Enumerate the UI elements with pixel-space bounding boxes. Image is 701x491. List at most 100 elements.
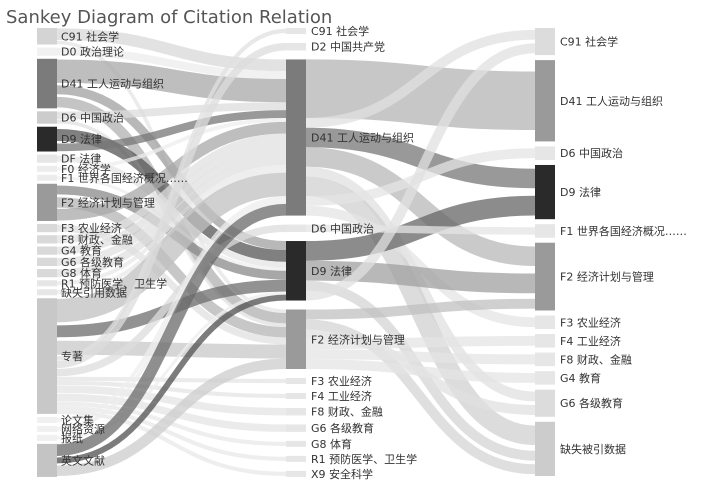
link-m_f2-to-r_miss <box>305 319 536 475</box>
link-m_f2-to-r_f4 <box>305 335 536 350</box>
node-l_d0 <box>37 47 57 56</box>
node-label-m_f2: F2 经济计划与管理 <box>311 332 405 346</box>
node-m_f3 <box>286 378 306 384</box>
node-label-m_f3: F3 农业经济 <box>311 374 372 388</box>
node-label-r_miss: 缺失被引数据 <box>560 442 626 456</box>
link-l_news-to-m_d9 <box>56 291 287 440</box>
node-label-l_proc: 论文集 <box>61 413 94 427</box>
link-l_r1-to-m_d41 <box>56 164 287 286</box>
node-m_d2 <box>286 43 306 51</box>
node-r_f4 <box>535 334 555 348</box>
link-l_book-to-m_c91 <box>56 28 287 361</box>
node-l_r1 <box>37 280 57 287</box>
node-label-m_d9: D9 法律 <box>311 264 352 278</box>
link-l_d0-to-m_d41 <box>56 47 287 79</box>
link-l_book-to-m_d6 <box>56 224 287 377</box>
node-label-r_f2: F2 经济计划与管理 <box>560 270 654 284</box>
node-m_g8 <box>286 440 306 447</box>
node-l_f1 <box>37 174 57 181</box>
nodes-layer <box>37 28 555 477</box>
link-l_eng-to-m_d41 <box>56 203 287 456</box>
node-m_g6 <box>286 424 306 432</box>
node-label-l_f0: F0 经济学 <box>61 162 111 176</box>
node-r_f2 <box>535 242 555 311</box>
node-r_f8 <box>535 352 555 367</box>
link-m_d41-to-r_f3 <box>305 205 536 328</box>
link-m_d41-to-r_d41 <box>305 59 536 131</box>
link-l_f2-to-m_d41 <box>56 121 287 221</box>
node-label-r_d9: D9 法律 <box>560 185 601 199</box>
node-m_f4 <box>286 393 306 399</box>
node-label-m_f8: F8 财政、金融 <box>311 405 383 419</box>
link-l_web-to-m_d41 <box>56 199 287 431</box>
node-l_g6 <box>37 257 57 266</box>
node-label-l_f3: F3 农业经济 <box>61 221 122 235</box>
node-l_miss <box>37 289 57 296</box>
node-label-l_d0: D0 政治理论 <box>61 45 124 59</box>
node-label-l_news: 报纸 <box>61 431 83 445</box>
node-m_f8 <box>286 408 306 416</box>
node-label-r_f1: F1 世界各国经济概况…… <box>560 224 687 238</box>
link-l_d9-to-m_d41 <box>56 110 287 152</box>
node-label-r_d6: D6 中国政治 <box>560 146 623 160</box>
node-m_d6 <box>286 224 306 233</box>
chart-title: Sankey Diagram of Citation Relation <box>6 7 332 28</box>
node-label-l_df: DF 法律 <box>61 152 101 166</box>
node-m_d41 <box>286 59 306 216</box>
node-label-r_g6: G6 各级教育 <box>560 396 623 410</box>
node-l_c91 <box>37 28 57 45</box>
node-label-r_g4: G4 教育 <box>560 371 601 385</box>
node-label-m_g8: G8 体育 <box>311 437 352 451</box>
node-label-l_d41: D41 工人运动与组织 <box>61 77 164 91</box>
node-m_d9 <box>286 241 306 301</box>
node-l_d41 <box>37 58 57 109</box>
node-r_g6 <box>535 389 555 417</box>
node-label-l_g8: G8 体育 <box>61 266 102 280</box>
node-m_f2 <box>286 309 306 369</box>
node-r_c91 <box>535 28 555 56</box>
node-label-l_g4: G4 教育 <box>61 244 102 258</box>
link-m_f2-to-r_g4 <box>305 359 536 383</box>
node-label-l_book: 专著 <box>61 349 83 363</box>
link-l_book-to-m_f4 <box>56 380 287 399</box>
link-m_d9-to-r_f2 <box>305 260 536 294</box>
node-label-m_x9: X9 安全科学 <box>311 467 373 481</box>
node-label-m_f4: F4 工业经济 <box>311 389 372 403</box>
node-r_f3 <box>535 315 555 330</box>
node-label-r_f3: F3 农业经济 <box>560 315 621 329</box>
node-label-l_d9: D9 法律 <box>61 132 102 146</box>
node-l_proc <box>37 416 57 423</box>
link-m_d41-to-r_d9 <box>305 127 536 189</box>
node-label-l_eng: 英文文献 <box>61 453 105 467</box>
link-m_d9-to-r_c91 <box>305 43 536 301</box>
node-l_d9 <box>37 126 57 152</box>
node-l_g4 <box>37 246 57 255</box>
link-l_eng-to-m_d9 <box>56 294 287 464</box>
node-l_f8 <box>37 235 57 244</box>
node-l_df <box>37 154 57 163</box>
node-r_d6 <box>535 146 555 160</box>
link-l_book-to-m_d41 <box>56 172 287 323</box>
link-l_book-to-m_f8 <box>56 385 287 416</box>
node-m_c91 <box>286 28 306 34</box>
node-m_x9 <box>286 470 306 477</box>
link-l_d6-to-m_d41 <box>56 102 287 120</box>
link-m_d6-to-r_f1 <box>305 224 536 235</box>
node-l_web <box>37 425 57 432</box>
node-label-m_d6: D6 中国政治 <box>311 221 374 235</box>
node-l_news <box>37 434 57 441</box>
node-label-l_miss: 缺失引用数据 <box>61 285 127 299</box>
node-label-l_f8: F8 财政、金融 <box>61 232 133 246</box>
node-l_f2 <box>37 183 57 221</box>
node-m_r1 <box>286 455 306 462</box>
node-label-r_d41: D41 工人运动与组织 <box>560 94 663 108</box>
node-r_miss <box>535 421 555 476</box>
link-l_book-to-m_x9 <box>56 409 287 476</box>
node-label-m_g6: G6 各级教育 <box>311 421 374 435</box>
link-l_eng-to-m_f2 <box>56 358 287 476</box>
link-l_d41-to-m_d41 <box>56 59 287 103</box>
links-layer <box>56 28 536 476</box>
node-label-m_r1: R1 预防医学、卫生学 <box>311 452 417 466</box>
link-l_g8-to-m_d41 <box>56 157 287 278</box>
